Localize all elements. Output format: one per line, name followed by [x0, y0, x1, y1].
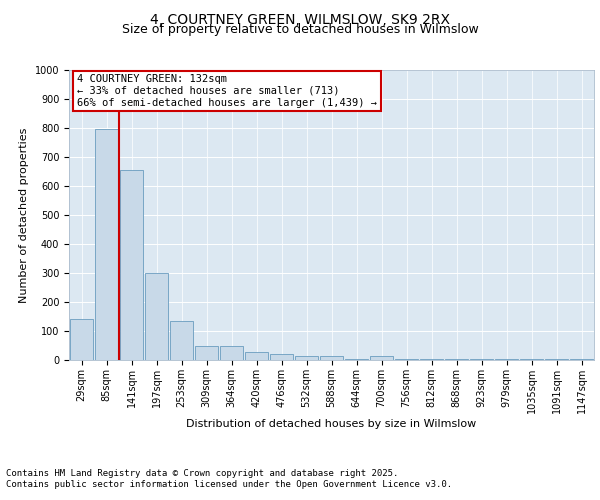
Text: Contains HM Land Registry data © Crown copyright and database right 2025.: Contains HM Land Registry data © Crown c… [6, 468, 398, 477]
Bar [195, 346, 218, 360]
Bar [245, 352, 268, 360]
Bar [370, 356, 393, 360]
Bar [295, 356, 318, 360]
Text: 4 COURTNEY GREEN: 132sqm
← 33% of detached houses are smaller (713)
66% of semi-: 4 COURTNEY GREEN: 132sqm ← 33% of detach… [77, 74, 377, 108]
Bar [570, 358, 593, 360]
X-axis label: Distribution of detached houses by size in Wilmslow: Distribution of detached houses by size … [187, 418, 476, 428]
Y-axis label: Number of detached properties: Number of detached properties [19, 128, 29, 302]
Text: 4, COURTNEY GREEN, WILMSLOW, SK9 2RX: 4, COURTNEY GREEN, WILMSLOW, SK9 2RX [150, 12, 450, 26]
Bar [320, 356, 343, 360]
Bar [145, 273, 168, 360]
Bar [220, 346, 243, 360]
Bar [95, 130, 118, 360]
Bar [270, 354, 293, 360]
Text: Size of property relative to detached houses in Wilmslow: Size of property relative to detached ho… [122, 22, 478, 36]
Bar [120, 170, 143, 360]
Bar [70, 320, 93, 360]
Bar [345, 358, 368, 360]
Bar [395, 358, 418, 360]
Bar [170, 321, 193, 360]
Text: Contains public sector information licensed under the Open Government Licence v3: Contains public sector information licen… [6, 480, 452, 489]
